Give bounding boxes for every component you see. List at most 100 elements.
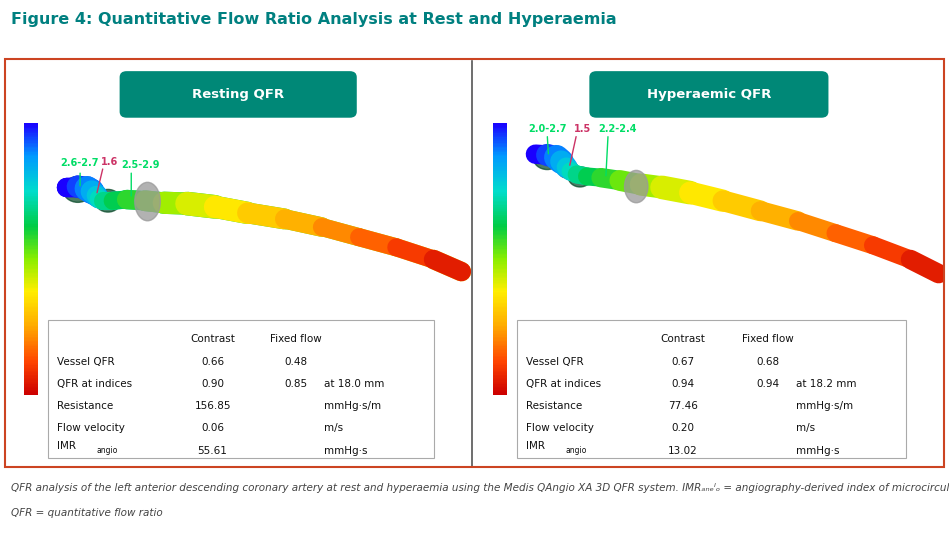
FancyBboxPatch shape — [493, 198, 508, 200]
FancyBboxPatch shape — [25, 320, 38, 322]
Text: 77.46: 77.46 — [668, 401, 698, 411]
FancyBboxPatch shape — [493, 393, 508, 395]
FancyBboxPatch shape — [25, 247, 38, 248]
FancyBboxPatch shape — [25, 212, 38, 213]
FancyBboxPatch shape — [493, 279, 508, 281]
FancyBboxPatch shape — [25, 188, 38, 190]
FancyBboxPatch shape — [493, 360, 508, 361]
FancyBboxPatch shape — [25, 137, 38, 139]
Text: 0.06: 0.06 — [201, 423, 224, 434]
FancyBboxPatch shape — [25, 385, 38, 387]
FancyBboxPatch shape — [25, 183, 38, 185]
FancyBboxPatch shape — [25, 336, 38, 338]
FancyBboxPatch shape — [493, 267, 508, 269]
Text: mmHg·s: mmHg·s — [325, 446, 367, 456]
Text: 0.85: 0.85 — [285, 379, 307, 389]
FancyBboxPatch shape — [493, 247, 508, 248]
FancyBboxPatch shape — [25, 276, 38, 279]
FancyBboxPatch shape — [25, 185, 38, 186]
FancyBboxPatch shape — [25, 279, 38, 281]
FancyBboxPatch shape — [493, 274, 508, 276]
FancyBboxPatch shape — [25, 143, 38, 144]
FancyBboxPatch shape — [493, 331, 508, 333]
FancyBboxPatch shape — [25, 197, 38, 198]
FancyBboxPatch shape — [493, 202, 508, 204]
FancyBboxPatch shape — [493, 338, 508, 340]
FancyBboxPatch shape — [25, 191, 38, 193]
FancyBboxPatch shape — [493, 163, 508, 165]
FancyBboxPatch shape — [25, 327, 38, 329]
FancyBboxPatch shape — [25, 236, 38, 238]
FancyBboxPatch shape — [25, 366, 38, 368]
FancyBboxPatch shape — [493, 328, 508, 330]
Text: Resistance: Resistance — [57, 401, 113, 411]
FancyBboxPatch shape — [25, 345, 38, 346]
FancyBboxPatch shape — [25, 285, 38, 287]
FancyBboxPatch shape — [493, 313, 508, 315]
FancyBboxPatch shape — [25, 300, 38, 301]
FancyBboxPatch shape — [25, 259, 38, 261]
FancyBboxPatch shape — [493, 347, 508, 349]
FancyBboxPatch shape — [25, 319, 38, 321]
FancyBboxPatch shape — [493, 342, 508, 343]
FancyBboxPatch shape — [493, 255, 508, 256]
FancyBboxPatch shape — [25, 282, 38, 284]
FancyBboxPatch shape — [493, 292, 508, 293]
FancyBboxPatch shape — [25, 382, 38, 384]
FancyBboxPatch shape — [493, 194, 508, 195]
FancyBboxPatch shape — [493, 176, 508, 178]
FancyBboxPatch shape — [25, 126, 38, 128]
FancyBboxPatch shape — [25, 275, 38, 277]
Text: m/s: m/s — [795, 423, 815, 434]
FancyBboxPatch shape — [25, 241, 38, 243]
FancyBboxPatch shape — [493, 226, 508, 228]
Text: 0.48: 0.48 — [285, 356, 307, 367]
Text: 2.6-2.7: 2.6-2.7 — [61, 158, 99, 168]
FancyBboxPatch shape — [47, 320, 434, 458]
FancyBboxPatch shape — [25, 160, 38, 162]
FancyBboxPatch shape — [25, 289, 38, 291]
Text: at 18.0 mm: at 18.0 mm — [325, 379, 384, 389]
FancyBboxPatch shape — [493, 310, 508, 312]
FancyBboxPatch shape — [25, 156, 38, 158]
FancyBboxPatch shape — [25, 210, 38, 212]
FancyBboxPatch shape — [25, 296, 38, 298]
FancyBboxPatch shape — [493, 185, 508, 186]
FancyBboxPatch shape — [25, 170, 38, 171]
FancyBboxPatch shape — [25, 129, 38, 131]
FancyBboxPatch shape — [493, 289, 508, 291]
FancyBboxPatch shape — [493, 363, 508, 365]
FancyBboxPatch shape — [25, 132, 38, 133]
FancyBboxPatch shape — [25, 332, 38, 334]
FancyBboxPatch shape — [493, 160, 508, 162]
FancyBboxPatch shape — [25, 159, 38, 160]
FancyBboxPatch shape — [493, 239, 508, 240]
FancyBboxPatch shape — [25, 335, 38, 337]
FancyBboxPatch shape — [25, 387, 38, 388]
FancyBboxPatch shape — [25, 221, 38, 223]
FancyBboxPatch shape — [493, 254, 508, 255]
FancyBboxPatch shape — [493, 307, 508, 308]
FancyBboxPatch shape — [25, 206, 38, 208]
FancyBboxPatch shape — [493, 388, 508, 390]
FancyBboxPatch shape — [493, 320, 508, 322]
FancyBboxPatch shape — [25, 190, 38, 192]
FancyBboxPatch shape — [493, 149, 508, 151]
Text: Resistance: Resistance — [526, 401, 583, 411]
FancyBboxPatch shape — [493, 312, 508, 314]
FancyBboxPatch shape — [25, 215, 38, 218]
FancyBboxPatch shape — [493, 301, 508, 303]
FancyBboxPatch shape — [493, 282, 508, 284]
FancyBboxPatch shape — [493, 221, 508, 223]
Text: 1.0: 1.0 — [514, 119, 530, 129]
FancyBboxPatch shape — [25, 262, 38, 264]
FancyBboxPatch shape — [493, 315, 508, 316]
FancyBboxPatch shape — [516, 320, 905, 458]
FancyBboxPatch shape — [25, 213, 38, 215]
FancyBboxPatch shape — [25, 233, 38, 235]
FancyBboxPatch shape — [25, 354, 38, 356]
FancyBboxPatch shape — [493, 246, 508, 247]
FancyBboxPatch shape — [493, 218, 508, 220]
FancyBboxPatch shape — [493, 212, 508, 213]
FancyBboxPatch shape — [493, 222, 508, 224]
